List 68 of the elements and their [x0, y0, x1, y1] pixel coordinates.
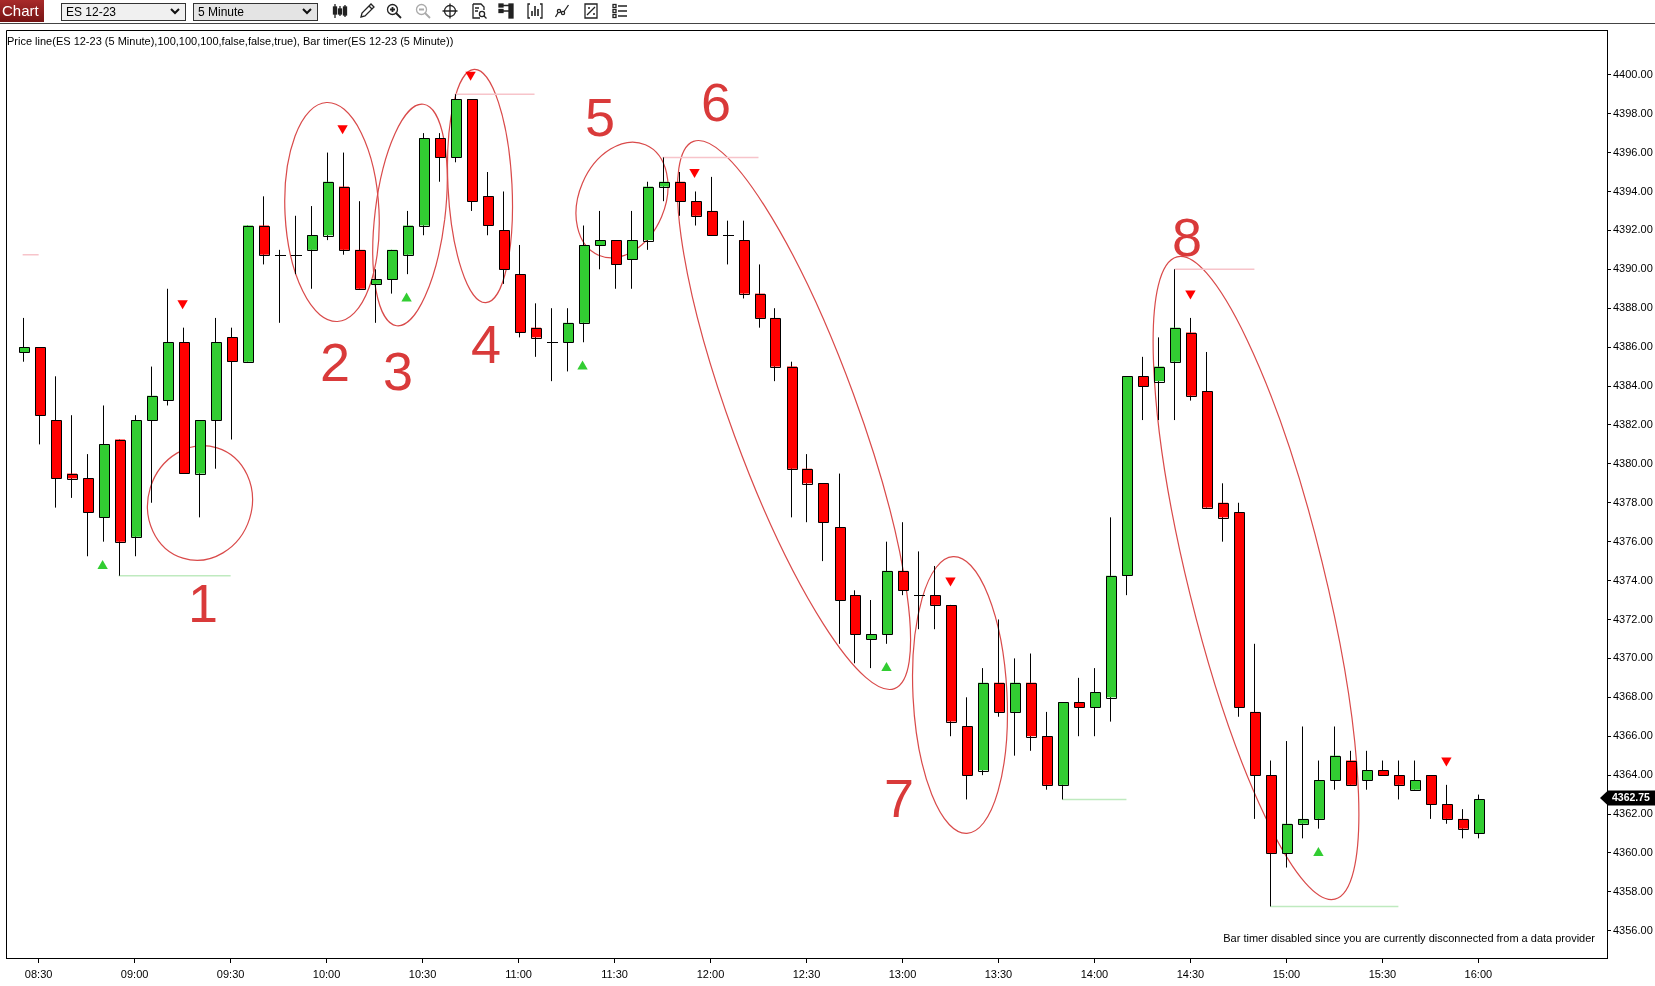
y-tick-label: 4358.00 — [1613, 884, 1653, 897]
x-tick-label: 11:30 — [601, 967, 628, 980]
annotation: Price line(ES 12-23 (5 Minute),100,100,100,false,false,true), Bar timer(ES 12-23 (5 Minute)) — [7, 35, 454, 48]
point — [689, 169, 700, 179]
x-tick-label: 16:00 — [1464, 967, 1493, 980]
x-tick-label: 10:30 — [408, 967, 437, 980]
y-tick-label: 4384.00 — [1613, 379, 1653, 392]
dropdown-field: 5 Minute — [193, 3, 318, 21]
x-tick-label: 14:00 — [1080, 967, 1109, 980]
annotation: 4 — [470, 313, 502, 374]
x-tick-label: 09:00 — [120, 967, 149, 980]
y-tick-label: 4392.00 — [1613, 223, 1653, 236]
candlestick — [546, 307, 559, 382]
annotation: 2 — [319, 331, 351, 392]
y-tick-label: 4368.00 — [1613, 690, 1653, 703]
point — [337, 125, 348, 135]
point — [465, 71, 476, 81]
point — [1313, 846, 1324, 856]
candlestick — [290, 215, 303, 275]
chart-title: ES 12-23 — [66, 5, 117, 19]
y-tick-label: 4378.00 — [1613, 495, 1653, 508]
y-tick-label: 4376.00 — [1613, 534, 1653, 547]
y-tick-label: 4380.00 — [1613, 456, 1653, 469]
x-tick-label: 15:00 — [1272, 967, 1301, 980]
x-tick-label: 12:30 — [792, 967, 821, 980]
y-tick-label: 4400.00 — [1613, 67, 1653, 80]
x-tick-label: 12:00 — [696, 967, 725, 980]
dropdown-field: ES 12-23 — [61, 3, 186, 21]
annotation: 5 — [584, 86, 616, 147]
x-tick-label: 09:30 — [216, 967, 245, 980]
point — [881, 662, 892, 672]
y-tick-label: 4366.00 — [1613, 729, 1653, 742]
y-tick-label: 4364.00 — [1613, 768, 1653, 781]
x-tick-label: 13:30 — [984, 967, 1013, 980]
candlestick — [722, 220, 735, 265]
x-tick-label: 08:30 — [24, 967, 53, 980]
x-tick-label: 15:30 — [1368, 967, 1397, 980]
y-tick-label: 4388.00 — [1613, 301, 1653, 314]
annotation: 7 — [883, 767, 915, 828]
point — [177, 300, 188, 310]
y-tick-label: 4394.00 — [1613, 184, 1653, 197]
annotation: 8 — [1171, 206, 1203, 267]
y-tick-label: 4360.00 — [1613, 845, 1653, 858]
x-tick-label: 13:00 — [888, 967, 917, 980]
annotation: Bar timer disabled since you are currently disconnected from a data provider — [1223, 932, 1596, 945]
y-tick-label: 4362.00 — [1613, 807, 1653, 820]
y-tick-label: 4398.00 — [1613, 106, 1653, 119]
y-tick-label: 4396.00 — [1613, 145, 1653, 158]
y-tick-label: 4386.00 — [1613, 340, 1653, 353]
candlestick — [274, 249, 287, 324]
y-tick-label: 4356.00 — [1613, 923, 1653, 936]
annotation: 1 — [187, 572, 219, 633]
text: 4362.75 — [1612, 791, 1651, 804]
candlestick — [913, 550, 926, 630]
point — [1185, 290, 1196, 300]
x-tick-label: 11:00 — [505, 967, 532, 980]
point — [97, 559, 108, 569]
y-tick-label: 4372.00 — [1613, 612, 1653, 625]
y-tick-label: 4374.00 — [1613, 573, 1653, 586]
y-tick-label: 4390.00 — [1613, 262, 1653, 275]
tab: Chart — [0, 0, 44, 22]
y-tick-label: 4370.00 — [1613, 651, 1653, 664]
chart-subtitle: 5 Minute — [198, 5, 245, 19]
x-tick-label: 14:30 — [1176, 967, 1205, 980]
annotation: 3 — [382, 340, 414, 401]
y-tick-label: 4382.00 — [1613, 417, 1653, 430]
annotation: 6 — [700, 71, 732, 132]
x-tick-label: 10:00 — [312, 967, 341, 980]
